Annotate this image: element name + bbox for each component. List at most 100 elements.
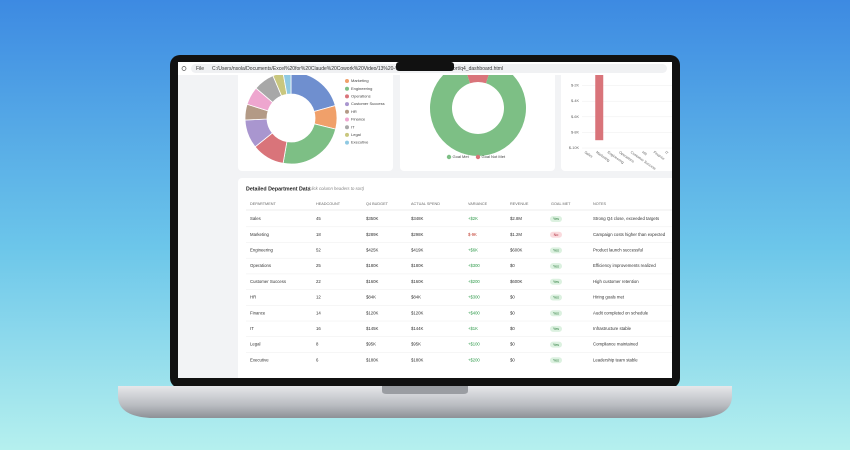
donut-slice <box>430 75 526 156</box>
status-text: Yes <box>553 217 559 221</box>
table-cell: $160K <box>366 279 379 284</box>
legend-label: Engineering <box>351 86 372 91</box>
table-cell: 6 <box>316 357 319 362</box>
table-cell: $419K <box>411 248 424 253</box>
table-cell: $95K <box>411 342 421 347</box>
table-cell: $180K <box>366 263 379 268</box>
x-tick-label: Sales <box>584 150 594 159</box>
table-cell: IT <box>250 326 254 331</box>
table-cell: $2.8M <box>510 216 522 221</box>
column-header[interactable]: GOAL MET <box>551 202 571 206</box>
table-cell: 18 <box>316 232 321 237</box>
table-cell: 22 <box>316 279 321 284</box>
x-tick-label: HR <box>641 150 648 156</box>
table-cell: $289K <box>366 232 379 237</box>
table-cell: Legal <box>250 342 261 347</box>
y-tick-label: $-4K <box>571 99 579 103</box>
legend-swatch <box>345 94 349 99</box>
x-tick-label: Finance <box>653 150 666 161</box>
variance-cell: +$100 <box>468 342 480 347</box>
table-cell: Audit completed on schedule <box>593 310 649 315</box>
status-text: Yes <box>553 343 559 347</box>
column-header[interactable]: DEPARTMENT <box>250 202 276 206</box>
table-cell: Executive <box>250 357 269 362</box>
table-cell: Hiring goals met <box>593 295 625 300</box>
legend-swatch <box>345 109 349 114</box>
table-cell: Engineering <box>250 248 274 253</box>
table-cell: Compliance maintained <box>593 342 639 347</box>
table-cell: $145K <box>366 326 379 331</box>
legend-swatch <box>345 117 349 122</box>
table-title: Detailed Department Data <box>246 186 311 192</box>
donut-slice <box>467 75 489 84</box>
column-header[interactable]: ACTUAL SPEND <box>411 202 440 206</box>
y-tick-label: $-6K <box>571 115 579 119</box>
table-cell: $95K <box>366 342 376 347</box>
status-badge <box>550 278 562 285</box>
variance-cell: $-9K <box>468 232 477 237</box>
tab-label: File <box>196 66 204 72</box>
laptop-base <box>118 386 732 418</box>
table-cell: $120K <box>366 310 379 315</box>
table-cell: 8 <box>316 342 319 347</box>
table-cell: $120K <box>411 310 424 315</box>
status-badge <box>550 263 562 270</box>
table-cell: $0 <box>510 342 515 347</box>
card <box>561 75 672 171</box>
legend-swatch <box>446 154 452 160</box>
table-cell: $0 <box>510 263 515 268</box>
table-cell: 16 <box>316 326 321 331</box>
status-badge <box>550 310 562 317</box>
status-badge <box>550 325 562 332</box>
legend-label: Marketing <box>351 78 369 83</box>
legend-label: Operations <box>351 93 371 98</box>
legend-swatch <box>345 79 349 83</box>
status-badge <box>550 216 562 222</box>
table-cell: 45 <box>316 216 321 221</box>
table-hint: (click column headers to sort) <box>308 186 365 191</box>
status-badge <box>550 231 562 238</box>
table-cell: $0 <box>510 310 515 315</box>
status-badge <box>550 341 562 348</box>
table-card <box>238 178 672 378</box>
reload-button[interactable] <box>181 66 187 71</box>
table-cell: $180K <box>366 357 379 362</box>
table-cell: Finance <box>250 310 266 315</box>
legend-label: Executive <box>351 140 369 145</box>
legend-swatch <box>345 102 349 107</box>
table-cell: $348K <box>411 216 424 221</box>
laptop-notch <box>382 386 468 394</box>
status-text: Yes <box>553 249 559 253</box>
variance-cell: +$6K <box>468 248 478 253</box>
table-cell: $0 <box>510 295 515 300</box>
table-cell: Product launch successful <box>593 248 643 253</box>
variance-cell: +$2K <box>468 216 478 221</box>
legend-label: IT <box>351 124 355 129</box>
status-text: Yes <box>553 264 559 268</box>
table-cell: Campaign costs higher than expected <box>593 232 666 237</box>
table-cell: $600K <box>510 248 523 253</box>
status-text: Yes <box>553 280 559 284</box>
table-cell: 12 <box>316 295 321 300</box>
table-cell: 25 <box>316 263 321 268</box>
legend-swatch <box>475 154 481 160</box>
legend-label: HR <box>351 109 357 114</box>
column-header[interactable]: VARIANCE <box>468 202 488 206</box>
column-header[interactable]: Q4 BUDGET <box>366 202 389 206</box>
legend-label: Goal Met <box>453 154 470 159</box>
column-header[interactable]: REVENUE <box>510 202 529 206</box>
status-text: Yes <box>553 327 559 331</box>
legend-swatch <box>345 86 349 91</box>
column-header[interactable]: HEADCOUNT <box>316 202 341 206</box>
table-cell: $144K <box>411 326 424 331</box>
table-cell: Efficiency improvements realized <box>593 263 656 268</box>
variance-cell: +$300 <box>468 263 480 268</box>
y-tick-label: $-8K <box>571 130 579 134</box>
status-text: Yes <box>553 311 559 315</box>
table-cell: 52 <box>316 248 321 253</box>
column-header[interactable]: NOTES <box>593 202 607 206</box>
legend-label: Legal <box>351 132 361 137</box>
table-cell: Strong Q4 close, exceeded targets <box>593 216 659 221</box>
table-cell: $160K <box>411 279 424 284</box>
dashboard: Detailed Department Data (click column h… <box>238 75 672 378</box>
